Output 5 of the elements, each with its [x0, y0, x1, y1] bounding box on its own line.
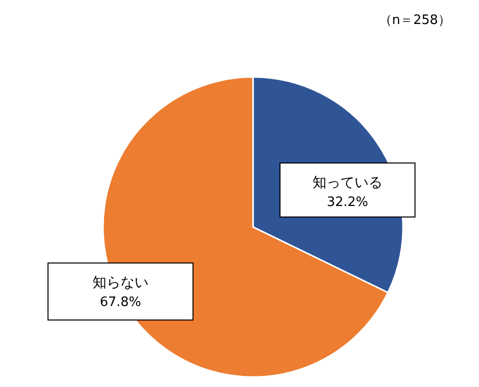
- data-label: 67.8%: [100, 295, 142, 310]
- slice-label: 知らない: [92, 275, 148, 291]
- slice-label: 知っている: [312, 175, 382, 191]
- data-label: 32.2%: [326, 195, 368, 210]
- text: （n＝258）: [378, 13, 452, 28]
